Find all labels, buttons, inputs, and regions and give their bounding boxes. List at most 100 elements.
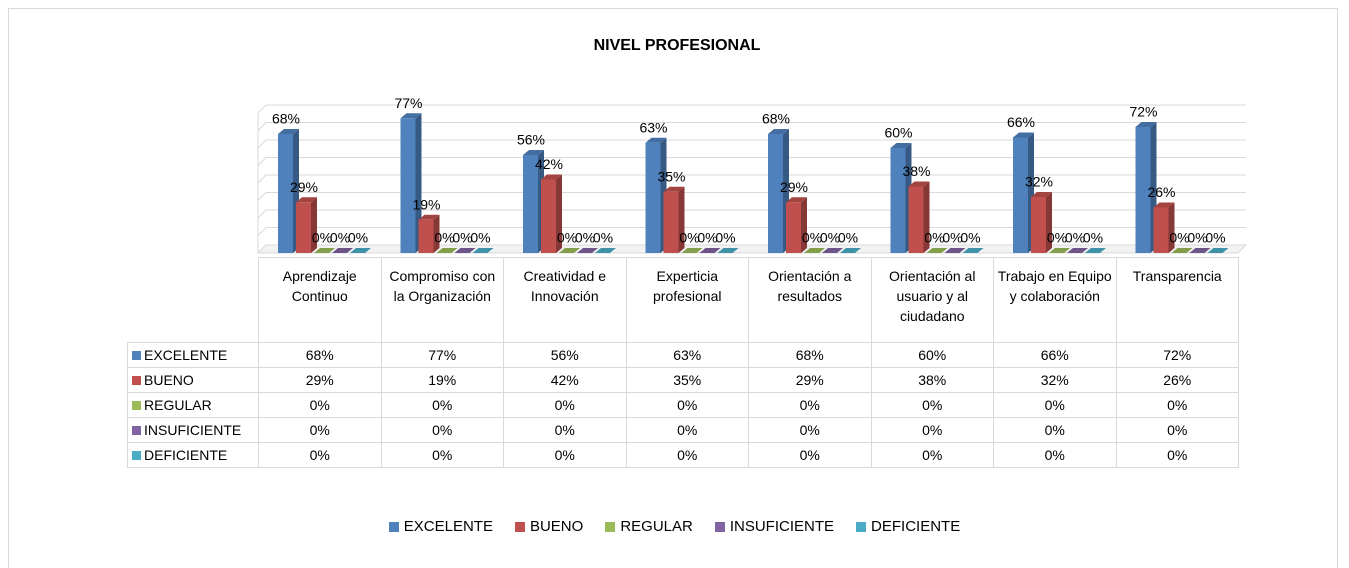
data-label: 42% [535,156,563,172]
category-label: Trabajo en Equipo y colaboración [993,257,1117,343]
bar-top [681,248,703,253]
data-label: 0% [715,230,735,246]
table-cell: 56% [503,342,627,368]
bar-top [1049,248,1070,253]
legend-label: BUENO [529,518,584,535]
table-cell: 0% [503,442,627,468]
grid-line [257,157,1246,166]
bar [908,186,924,253]
bar-top [962,248,984,253]
legend-swatch [605,521,616,532]
table-cell: 68% [748,342,872,368]
row-name: EXCELENTE [144,347,228,363]
table-cell: 66% [993,342,1117,368]
data-label: 0% [330,230,350,246]
legend-item: EXCELENTE [388,518,493,535]
row-name: REGULAR [144,397,212,413]
bar [663,191,679,253]
category-label: Compromiso con la Organización [380,257,504,343]
data-label: 26% [1147,184,1175,200]
data-label: 0% [593,230,613,246]
bar-top [418,214,440,220]
bar-top [400,113,422,119]
table-cell: 19% [380,367,504,393]
bar-top [944,248,966,253]
table-cell: 29% [748,367,872,393]
table-cell: 0% [258,442,382,468]
data-label: 60% [884,125,912,141]
bar-top [332,248,353,253]
table-cell: 0% [380,442,504,468]
bar-top [472,248,494,253]
category-label: Experticia profesional [625,257,749,343]
legend-swatch [132,451,141,460]
data-label: 63% [639,119,667,135]
table-cell: 0% [748,392,872,418]
data-label: 66% [1007,114,1035,130]
data-label: 0% [434,230,454,246]
legend-item: INSUFICIENTE [714,518,835,535]
legend-swatch [132,426,141,435]
category-label: Orientación al usuario y al ciudadano [870,257,994,343]
bar-top [1135,122,1157,127]
bar [768,134,783,253]
bar [786,202,801,253]
bar-top [908,181,930,187]
data-label: 19% [412,196,440,212]
bar-top [1031,192,1052,197]
table-cell: 0% [625,417,749,443]
table-cell: 42% [503,367,627,393]
table-cell: 0% [993,417,1117,443]
bar-top [663,186,685,192]
table-cell: 26% [1115,367,1239,393]
bar-top [822,248,843,253]
table-cell: 0% [993,392,1117,418]
data-label: 56% [517,132,545,148]
bar-top [699,248,721,253]
data-label: 0% [452,230,472,246]
table-cell: 63% [625,342,749,368]
bar [890,148,906,253]
legend-label: EXCELENTE [403,518,493,535]
data-label: 0% [838,230,858,246]
bar-side [556,174,562,253]
table-header-row: Aprendizaje Continuo Compromiso con la Or… [128,257,1239,343]
table-row: REGULAR 0% 0% 0% 0% 0% 0% 0% 0% [127,392,1239,418]
table-corner [128,258,259,343]
bar-side [678,186,685,253]
table-cell: 77% [380,342,504,368]
table-cell: 29% [258,367,382,393]
bar-top [1013,132,1034,138]
bar-top [890,143,912,148]
legend-label: INSUFICIENTE [729,518,835,535]
bar-top [296,197,317,203]
table-cell: 0% [870,392,994,418]
bar-side [311,197,317,253]
table-cell: 0% [625,442,749,468]
table-row: DEFICIENTE 0% 0% 0% 0% 0% 0% 0% 0% [127,442,1239,468]
table-row: INSUFICIENTE 0% 0% 0% 0% 0% 0% 0% 0% [127,417,1239,443]
bar [541,179,556,253]
bar-top [840,248,861,253]
row-name: DEFICIENTE [144,447,228,463]
bar [278,134,293,253]
table-cell: 38% [870,367,994,393]
data-label: 29% [780,179,808,195]
data-label: 0% [557,230,577,246]
bar-side [415,113,422,253]
legend-swatch [132,401,141,410]
data-label: 0% [1205,230,1225,246]
table-cell: 60% [870,342,994,368]
bar-top [804,248,825,253]
legend-label: DEFICIENTE [871,518,961,535]
data-label: 29% [290,179,318,195]
table-cell: 0% [993,442,1117,468]
bar-top [278,129,299,134]
category-label: Creatividad e Innovación [503,257,627,343]
data-label: 38% [902,163,930,179]
bar-top [595,248,616,253]
table-cell: 0% [503,392,627,418]
legend-swatch [714,521,725,532]
table-cell: 0% [258,392,382,418]
data-label: 68% [762,111,790,127]
